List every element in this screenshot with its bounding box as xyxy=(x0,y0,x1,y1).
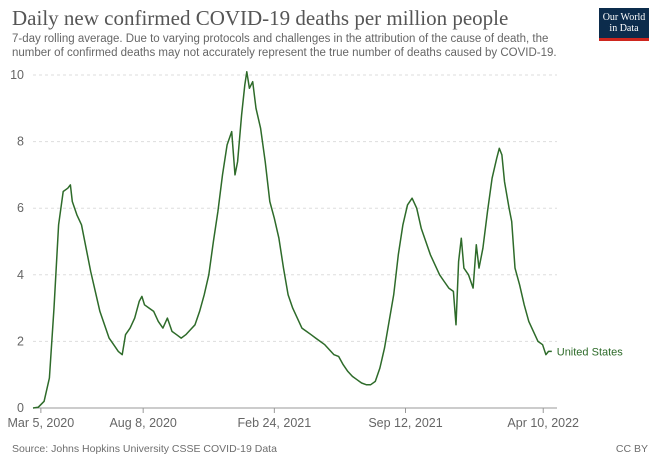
x-tick-label: Sep 12, 2021 xyxy=(368,416,442,430)
x-tick-label: Aug 8, 2020 xyxy=(109,416,176,430)
license-label[interactable]: CC BY xyxy=(615,443,648,455)
y-tick-label: 10 xyxy=(10,68,24,82)
series-layer xyxy=(32,70,552,409)
y-tick-label: 0 xyxy=(17,401,24,415)
owid-logo[interactable]: Our World in Data xyxy=(599,8,649,41)
axes xyxy=(33,407,557,413)
logo-line-2: in Data xyxy=(609,23,639,34)
source-note[interactable]: Source: Johns Hopkins University CSSE CO… xyxy=(12,443,277,455)
y-tick-label: 4 xyxy=(17,268,24,282)
logo-line-1: Our World xyxy=(602,12,646,23)
y-tick-label: 2 xyxy=(17,334,24,348)
x-tick-label: Mar 5, 2020 xyxy=(8,416,75,430)
series-line-united-states[interactable] xyxy=(32,70,552,409)
y-tick-label: 6 xyxy=(17,201,24,215)
series-label-united-states[interactable]: United States xyxy=(557,346,624,358)
y-tick-label: 8 xyxy=(17,135,24,149)
gridlines xyxy=(33,74,557,342)
labels: 0 2 4 6 8 10 Mar 5, 2020 Aug 8, 2020 Feb 24, 202… xyxy=(8,68,624,430)
x-tick-label: Apr 10, 2022 xyxy=(507,416,579,430)
chart-title: Daily new confirmed COVID-19 deaths per … xyxy=(12,6,509,30)
chart-subtitle: 7-day rolling average. Due to varying pr… xyxy=(12,33,557,59)
x-tick-label: Feb 24, 2021 xyxy=(238,416,312,430)
